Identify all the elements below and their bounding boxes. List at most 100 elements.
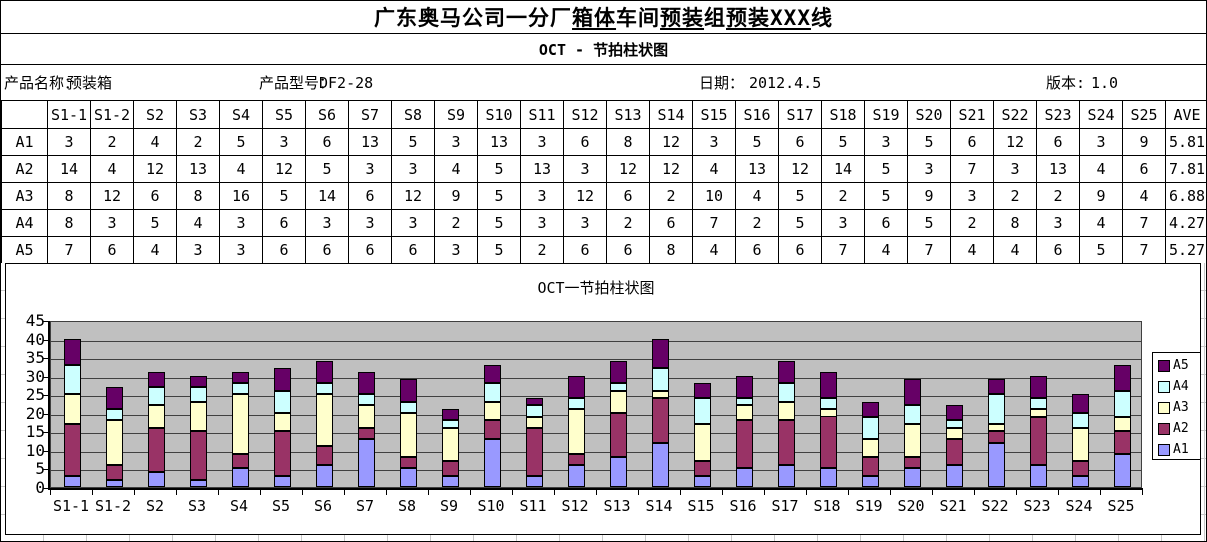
bar-segment-A3[interactable]: [987, 423, 1005, 432]
value-cell[interactable]: 3: [864, 128, 908, 156]
value-cell[interactable]: 3: [47, 128, 91, 156]
bar-segment-A1[interactable]: [441, 475, 459, 487]
bar-segment-A2[interactable]: [651, 398, 669, 443]
value-cell[interactable]: 6: [735, 236, 779, 264]
bar-segment-A1[interactable]: [315, 464, 333, 487]
value-cell[interactable]: 5: [477, 155, 521, 183]
ave-cell[interactable]: 5.27: [1165, 236, 1206, 264]
value-cell[interactable]: 3: [563, 209, 607, 237]
bar-segment-A2[interactable]: [819, 416, 837, 469]
column-header[interactable]: S15: [692, 100, 736, 129]
bar-segment-A5[interactable]: [273, 368, 291, 391]
value-cell[interactable]: 2: [606, 209, 650, 237]
bar-segment-A4[interactable]: [189, 386, 207, 402]
ave-cell[interactable]: 4.27: [1165, 209, 1206, 237]
bar-segment-A2[interactable]: [735, 420, 753, 469]
value-cell[interactable]: 12: [262, 155, 306, 183]
value-cell[interactable]: 12: [133, 155, 177, 183]
column-header[interactable]: S17: [778, 100, 822, 129]
value-cell[interactable]: 7: [907, 236, 951, 264]
bar-segment-A5[interactable]: [945, 405, 963, 421]
bar-segment-A4[interactable]: [1071, 412, 1089, 428]
value-cell[interactable]: 9: [434, 182, 478, 210]
value-cell[interactable]: 5: [219, 128, 263, 156]
value-cell[interactable]: 6: [606, 236, 650, 264]
value-cell[interactable]: 13: [477, 128, 521, 156]
bar-segment-A1[interactable]: [693, 475, 711, 487]
bar-segment-A5[interactable]: [987, 379, 1005, 395]
value-cell[interactable]: 4: [133, 236, 177, 264]
value-cell[interactable]: 5: [864, 182, 908, 210]
bar-segment-A1[interactable]: [1113, 453, 1131, 487]
legend-item[interactable]: A5: [1158, 355, 1200, 376]
value-cell[interactable]: 4: [133, 128, 177, 156]
value-cell[interactable]: 12: [649, 155, 693, 183]
column-header[interactable]: S14: [649, 100, 693, 129]
bar-segment-A4[interactable]: [357, 394, 375, 406]
bar-segment-A1[interactable]: [525, 475, 543, 487]
column-header[interactable]: S18: [821, 100, 865, 129]
bar-segment-A3[interactable]: [357, 405, 375, 428]
bar-segment-A2[interactable]: [105, 464, 123, 480]
value-cell[interactable]: 2: [993, 182, 1037, 210]
bar-segment-A1[interactable]: [1029, 464, 1047, 487]
value-cell[interactable]: 5: [778, 182, 822, 210]
bar-segment-A3[interactable]: [63, 394, 81, 424]
value-cell[interactable]: 8: [176, 182, 220, 210]
bar-segment-A4[interactable]: [987, 394, 1005, 424]
value-cell[interactable]: 3: [391, 209, 435, 237]
value-cell[interactable]: 4: [735, 182, 779, 210]
value-cell[interactable]: 8: [649, 236, 693, 264]
value-cell[interactable]: 7: [1122, 236, 1166, 264]
bar-segment-A3[interactable]: [399, 412, 417, 458]
column-header[interactable]: S16: [735, 100, 779, 129]
bar-segment-A5[interactable]: [861, 401, 879, 417]
value-cell[interactable]: 3: [305, 209, 349, 237]
value-cell[interactable]: 12: [778, 155, 822, 183]
bar-segment-A2[interactable]: [231, 453, 249, 469]
bar-segment-A5[interactable]: [1029, 375, 1047, 398]
value-cell[interactable]: 6: [391, 236, 435, 264]
bar-segment-A1[interactable]: [483, 438, 501, 487]
column-header[interactable]: S3: [176, 100, 220, 129]
bar-segment-A3[interactable]: [441, 427, 459, 461]
chart[interactable]: OCT一节拍柱状图 A5 A4 A3 A2 A1 0 5 10 15 20 25 30 35 40 45 S…: [5, 263, 1201, 535]
value-cell[interactable]: 3: [176, 236, 220, 264]
bar-segment-A5[interactable]: [735, 375, 753, 398]
value-cell[interactable]: 4: [993, 236, 1037, 264]
value-cell[interactable]: 3: [434, 128, 478, 156]
value-cell[interactable]: 7: [47, 236, 91, 264]
value-cell[interactable]: 6: [649, 209, 693, 237]
value-cell[interactable]: 4: [219, 155, 263, 183]
bar-segment-A3[interactable]: [273, 412, 291, 432]
value-cell[interactable]: 12: [391, 182, 435, 210]
row-label[interactable]: A4: [1, 209, 48, 237]
bar-segment-A1[interactable]: [189, 479, 207, 487]
bar-segment-A3[interactable]: [819, 409, 837, 417]
column-header[interactable]: S2: [133, 100, 177, 129]
bar-segment-A4[interactable]: [777, 383, 795, 402]
bar-segment-A2[interactable]: [1071, 461, 1089, 476]
bar-segment-A1[interactable]: [63, 475, 81, 487]
value-cell[interactable]: 14: [47, 155, 91, 183]
bar-segment-A1[interactable]: [1071, 475, 1089, 487]
value-cell[interactable]: 4: [1122, 182, 1166, 210]
value-cell[interactable]: 5: [305, 155, 349, 183]
column-header[interactable]: S24: [1079, 100, 1123, 129]
value-cell[interactable]: 6: [133, 182, 177, 210]
value-cell[interactable]: 2: [1036, 182, 1080, 210]
bar-segment-A5[interactable]: [1113, 364, 1131, 391]
bar-segment-A5[interactable]: [777, 360, 795, 384]
bar-segment-A2[interactable]: [357, 427, 375, 439]
value-cell[interactable]: 3: [348, 209, 392, 237]
value-cell[interactable]: 6: [778, 236, 822, 264]
ave-cell[interactable]: 5.81: [1165, 128, 1206, 156]
value-cell[interactable]: 3: [520, 182, 564, 210]
bar-segment-A5[interactable]: [189, 375, 207, 387]
value-cell[interactable]: 5: [907, 128, 951, 156]
value-cell[interactable]: 6: [262, 209, 306, 237]
column-header[interactable]: S11: [520, 100, 564, 129]
bar-segment-A4[interactable]: [147, 386, 165, 406]
value-cell[interactable]: 6: [563, 128, 607, 156]
value-cell[interactable]: 7: [692, 209, 736, 237]
